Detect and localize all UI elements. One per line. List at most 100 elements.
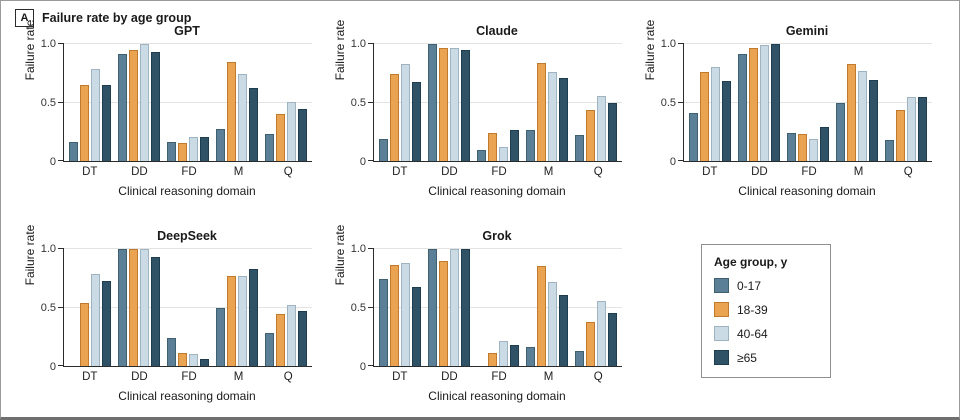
bars-row <box>684 43 932 161</box>
bar-group-q <box>574 301 617 366</box>
gridline <box>64 307 312 308</box>
bar-m-0-17 <box>215 308 225 366</box>
bar-dt-40-64 <box>91 69 101 161</box>
bar-q-ge65 <box>607 103 617 161</box>
bar-m-40-64 <box>237 276 247 366</box>
legend: Age group, y 0-17 18-39 40-64 ≥65 <box>701 244 831 378</box>
plot-area: 1.0 0.5 0 <box>41 38 312 168</box>
bar-group-fd <box>166 338 209 366</box>
bar-q-0-17 <box>264 333 274 366</box>
x-tick-label-fd: FD <box>491 371 507 383</box>
bar-m-0-17 <box>525 130 535 161</box>
bar-fd-ge65 <box>509 130 519 161</box>
x-tick-row: DT DD FD M Q <box>63 166 315 178</box>
y-tick-label: 0 <box>49 361 56 373</box>
bar-group-fd <box>477 341 519 366</box>
x-tick-label-dd: DD <box>751 166 768 178</box>
legend-title: Age group, y <box>714 255 788 269</box>
bar-q-40-64 <box>286 102 296 161</box>
bar-q-40-64 <box>596 301 606 366</box>
bar-group-fd <box>166 137 209 161</box>
bar-dt-0-17 <box>69 142 79 161</box>
x-tick-label-dd: DD <box>131 371 148 383</box>
x-tick-label-q: Q <box>593 371 603 383</box>
y-tick-label: 1.0 <box>350 243 366 255</box>
x-tick-label-fd: FD <box>181 166 197 178</box>
x-tick-label-m: M <box>233 166 244 178</box>
bar-fd-ge65 <box>819 127 829 161</box>
y-tick-mark <box>368 306 373 308</box>
bar-group-q <box>264 305 307 366</box>
chart-title: Gemini <box>785 24 829 38</box>
panel-gpt: GPT Failure rate 1.0 0.5 0 DT DD FD M Q Clinical r… <box>17 20 322 221</box>
bar-fd-18-39 <box>487 133 497 161</box>
figure-header: A Failure rate by age group <box>15 9 191 27</box>
x-tick-label-fd: FD <box>801 166 817 178</box>
y-tick-mark <box>58 306 63 308</box>
bar-q-ge65 <box>917 97 927 161</box>
bar-dd-ge65 <box>461 50 471 161</box>
bar-dd-18-39 <box>129 249 139 366</box>
chart-title: Claude <box>476 24 518 38</box>
bar-group-dt <box>69 69 112 161</box>
bar-q-ge65 <box>607 313 617 366</box>
bar-group-dd <box>428 44 471 161</box>
bar-q-18-39 <box>585 322 595 366</box>
bar-group-q <box>264 102 307 161</box>
x-axis-label: Clinical reasoning domain <box>118 184 256 198</box>
bar-dt-ge65 <box>412 82 422 161</box>
bar-m-18-39 <box>536 63 546 161</box>
y-tick-mark <box>58 42 63 44</box>
legend-label: ≥65 <box>737 350 757 365</box>
bar-dt-40-64 <box>91 274 101 366</box>
bar-q-40-64 <box>286 305 296 366</box>
x-tick-label-m: M <box>543 166 554 178</box>
bar-m-ge65 <box>248 269 258 366</box>
chart-title: GPT <box>174 24 200 38</box>
bar-m-18-39 <box>536 266 546 366</box>
y-axis-label: Failure rate <box>333 19 347 81</box>
y-tick-mark <box>58 247 63 249</box>
bar-fd-18-39 <box>797 134 807 161</box>
gridline <box>64 248 312 249</box>
bar-group-fd <box>786 127 829 161</box>
y-tick-mark <box>368 364 373 366</box>
y-tick-label: 0 <box>669 156 676 168</box>
bar-q-18-39 <box>895 110 905 161</box>
gridline <box>374 248 622 249</box>
x-tick-label-dd: DD <box>441 166 458 178</box>
chart-title: Grok <box>482 229 512 243</box>
bar-fd-ge65 <box>199 137 209 161</box>
y-tick-label: 0.5 <box>660 97 676 109</box>
x-tick-label-dd: DD <box>441 371 458 383</box>
x-tick-label-m: M <box>853 166 864 178</box>
bar-dt-40-64 <box>711 67 721 161</box>
y-axis-label: Failure rate <box>333 224 347 286</box>
plot-area: 1.0 0.5 0 <box>351 38 622 168</box>
bar-q-ge65 <box>297 109 307 161</box>
bar-q-18-39 <box>275 314 285 366</box>
bar-fd-40-64 <box>188 137 198 161</box>
x-tick-label-dt: DT <box>82 166 98 178</box>
bar-fd-18-39 <box>177 143 187 161</box>
legend-swatch-40-64 <box>714 326 729 341</box>
legend-entry: 18-39 <box>714 302 818 317</box>
y-axis-label: Failure rate <box>23 19 37 81</box>
bar-group-q <box>884 97 927 161</box>
bar-group-m <box>215 269 258 366</box>
bar-dt-18-39 <box>390 74 400 161</box>
bar-fd-18-39 <box>487 353 497 366</box>
bar-q-0-17 <box>884 140 894 161</box>
panel-grok: Grok Failure rate 1.0 0.5 0 DT DD FD M Q Clinical … <box>327 225 632 417</box>
bar-m-ge65 <box>558 78 568 161</box>
x-tick-row: DT DD FD M Q <box>373 166 625 178</box>
x-tick-label-q: Q <box>283 166 293 178</box>
legend-label: 0-17 <box>737 278 762 293</box>
bar-dd-40-64 <box>450 48 460 161</box>
bar-dt-0-17 <box>689 113 699 161</box>
bar-m-0-17 <box>525 347 535 366</box>
x-tick-label-dd: DD <box>131 166 148 178</box>
bar-group-m <box>525 266 568 366</box>
bar-dd-ge65 <box>771 44 781 161</box>
x-tick-label-fd: FD <box>491 166 507 178</box>
